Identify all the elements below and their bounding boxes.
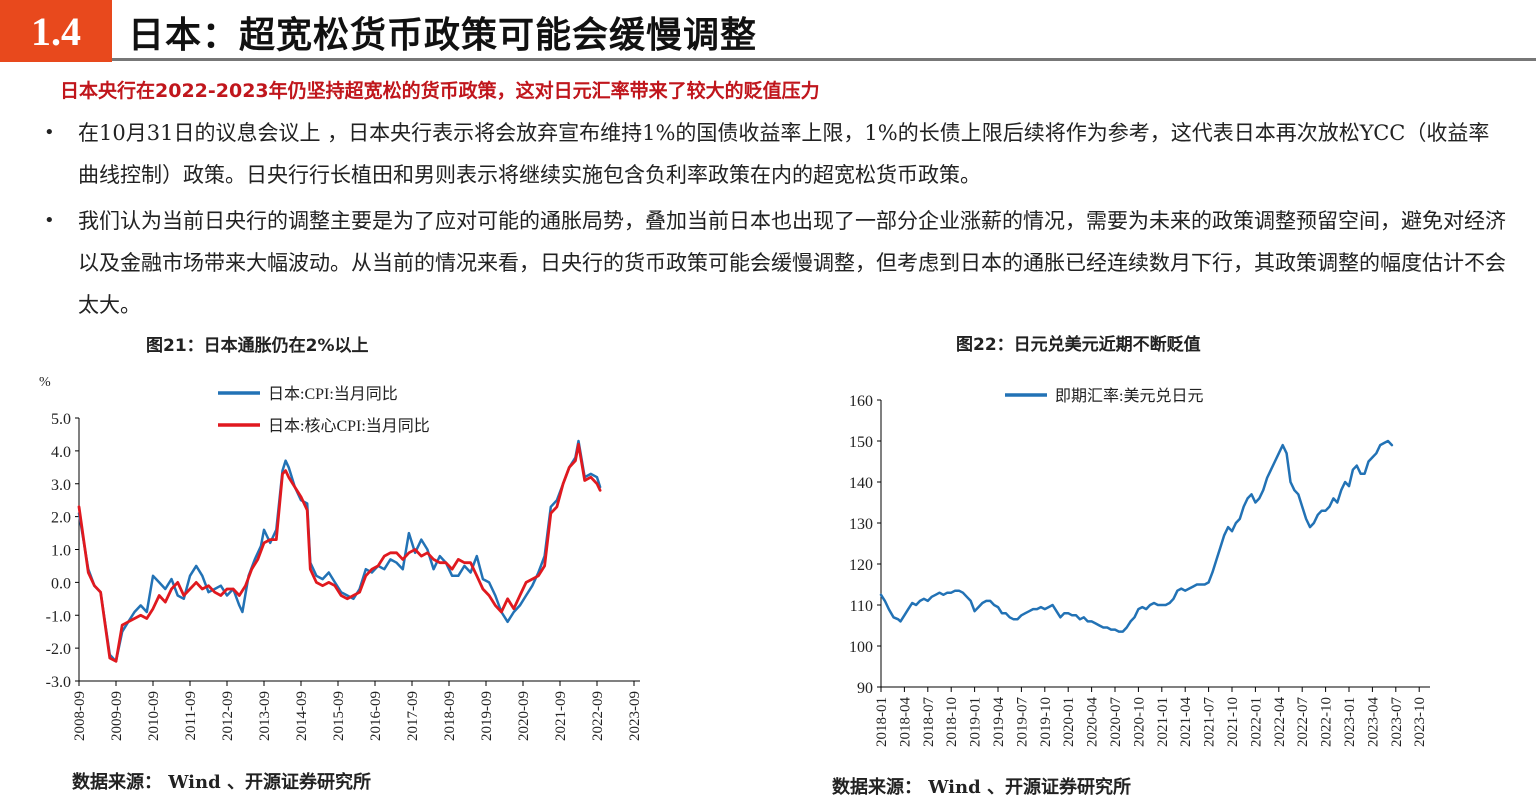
header-divider xyxy=(112,58,1536,61)
x-tick-label: 2018-04 xyxy=(897,697,913,747)
y-axis-unit: % xyxy=(39,375,51,390)
bullet-dot-icon: • xyxy=(44,210,55,231)
x-tick-label: 2018-10 xyxy=(944,697,960,747)
x-tick-label: 2020-10 xyxy=(1131,697,1147,747)
y-tick-label: -1.0 xyxy=(46,608,71,625)
bullet-text: 在10月31日的议息会议上 ，日本央行表示将会放弃宣布维持1%的国债收益率上限，… xyxy=(78,121,1490,187)
y-tick-label: -2.0 xyxy=(46,641,71,658)
x-tick-label: 2021-09 xyxy=(553,691,569,741)
x-tick-label: 2023-01 xyxy=(1342,697,1358,747)
y-tick-label: 160 xyxy=(849,393,873,410)
x-tick-label: 2022-01 xyxy=(1248,697,1264,747)
x-tick-label: 2010-09 xyxy=(146,691,162,741)
legend-label: 日本:核心CPI:当月同比 xyxy=(268,417,430,435)
y-tick-label: 130 xyxy=(849,516,873,533)
x-tick-label: 2016-09 xyxy=(368,691,384,741)
x-tick-label: 2011-09 xyxy=(183,691,199,740)
slide-header: 1.4 日本：超宽松货币政策可能会缓慢调整 xyxy=(0,0,1536,62)
slide-subtitle: 日本央行在2022-2023年仍坚持超宽松的货币政策，这对日元汇率带来了较大的贬… xyxy=(60,80,820,102)
y-tick-label: 3.0 xyxy=(51,477,71,494)
x-tick-label: 2022-10 xyxy=(1319,697,1335,747)
series-line-2 xyxy=(77,442,602,663)
y-tick-label: 100 xyxy=(849,639,873,656)
x-tick-label: 2021-10 xyxy=(1225,697,1241,747)
y-tick-label: 2.0 xyxy=(51,510,71,527)
slide-title: 日本：超宽松货币政策可能会缓慢调整 xyxy=(128,15,758,56)
figure2-title: 图22：日元兑美元近期不断贬值 xyxy=(956,335,1201,355)
bullet-item: • 我们认为当前日央行的调整主要是为了应对可能的通胀局势，叠加当前日本也出现了一… xyxy=(40,200,1510,326)
y-tick-label: 150 xyxy=(849,434,873,451)
y-tick-label: 120 xyxy=(849,557,873,574)
x-tick-label: 2019-10 xyxy=(1038,697,1054,747)
x-tick-label: 2021-04 xyxy=(1178,697,1194,747)
y-tick-label: 4.0 xyxy=(51,444,71,461)
x-tick-label: 2017-09 xyxy=(405,691,421,741)
legend-label: 即期汇率:美元兑日元 xyxy=(1055,387,1203,405)
figure2-source: 数据来源： Wind 、开源证券研究所 xyxy=(832,777,1131,798)
legend-label: 日本:CPI:当月同比 xyxy=(268,385,398,403)
x-tick-label: 2023-09 xyxy=(627,691,643,741)
bullet-list: • 在10月31日的议息会议上 ，日本央行表示将会放弃宣布维持1%的国债收益率上… xyxy=(40,112,1510,330)
y-tick-label: 140 xyxy=(849,475,873,492)
section-number: 1.4 xyxy=(0,0,112,62)
x-tick-label: 2009-09 xyxy=(109,691,125,741)
x-tick-label: 2015-09 xyxy=(331,691,347,741)
y-tick-label: -3.0 xyxy=(46,674,71,691)
y-tick-label: 0.0 xyxy=(51,575,71,592)
x-tick-label: 2008-09 xyxy=(72,691,88,741)
x-tick-label: 2018-09 xyxy=(442,691,458,741)
y-tick-label: 110 xyxy=(850,598,873,615)
x-tick-label: 2020-01 xyxy=(1061,697,1077,747)
x-tick-label: 2022-04 xyxy=(1272,697,1288,747)
x-tick-label: 2023-07 xyxy=(1389,697,1405,747)
bullet-dot-icon: • xyxy=(44,122,55,143)
y-tick-label: 1.0 xyxy=(51,543,71,560)
x-tick-label: 2019-09 xyxy=(479,691,495,741)
series-line-1 xyxy=(77,439,602,663)
x-tick-label: 2019-01 xyxy=(968,697,984,747)
x-tick-label: 2014-09 xyxy=(294,691,310,741)
figure1-source: 数据来源： Wind 、开源证券研究所 xyxy=(72,772,371,793)
bullet-text: 我们认为当前日央行的调整主要是为了应对可能的通胀局势，叠加当前日本也出现了一部分… xyxy=(78,209,1506,317)
x-tick-label: 2023-04 xyxy=(1365,697,1381,747)
x-tick-label: 2012-09 xyxy=(220,691,236,741)
x-tick-label: 2018-01 xyxy=(874,697,890,747)
x-tick-label: 2018-07 xyxy=(921,697,937,747)
figure1-title: 图21：日本通胀仍在2%以上 xyxy=(146,336,369,356)
x-tick-label: 2022-09 xyxy=(590,691,606,741)
x-tick-label: 2023-10 xyxy=(1412,697,1428,747)
y-tick-label: 5.0 xyxy=(51,411,71,428)
x-tick-label: 2021-01 xyxy=(1155,697,1171,747)
x-tick-label: 2020-09 xyxy=(516,691,532,741)
x-tick-label: 2021-07 xyxy=(1202,697,1218,747)
x-tick-label: 2019-07 xyxy=(1014,697,1030,747)
x-tick-label: 2019-04 xyxy=(991,697,1007,747)
x-tick-label: 2022-07 xyxy=(1295,697,1311,747)
x-tick-label: 2020-04 xyxy=(1085,697,1101,747)
bullet-item: • 在10月31日的议息会议上 ，日本央行表示将会放弃宣布维持1%的国债收益率上… xyxy=(40,112,1510,196)
x-tick-label: 2013-09 xyxy=(257,691,273,741)
y-tick-label: 90 xyxy=(857,680,873,697)
series-line-1 xyxy=(879,439,1394,633)
x-tick-label: 2020-07 xyxy=(1108,697,1124,747)
